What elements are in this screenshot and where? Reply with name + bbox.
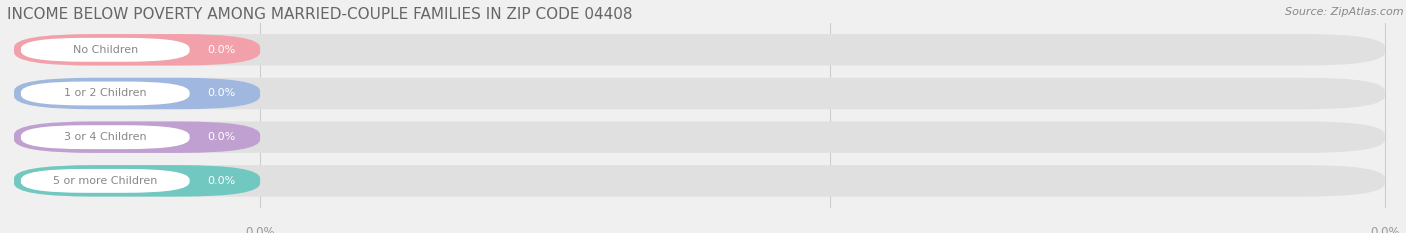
- FancyBboxPatch shape: [21, 82, 190, 106]
- Text: 0.0%: 0.0%: [207, 89, 236, 99]
- Text: 0.0%: 0.0%: [207, 176, 236, 186]
- FancyBboxPatch shape: [14, 78, 1385, 109]
- Text: INCOME BELOW POVERTY AMONG MARRIED-COUPLE FAMILIES IN ZIP CODE 04408: INCOME BELOW POVERTY AMONG MARRIED-COUPL…: [7, 7, 633, 22]
- FancyBboxPatch shape: [14, 165, 260, 197]
- Text: Source: ZipAtlas.com: Source: ZipAtlas.com: [1285, 7, 1403, 17]
- Text: 5 or more Children: 5 or more Children: [53, 176, 157, 186]
- FancyBboxPatch shape: [21, 169, 190, 193]
- Text: 0.0%: 0.0%: [245, 226, 276, 233]
- FancyBboxPatch shape: [14, 78, 260, 109]
- Text: 0.0%: 0.0%: [207, 132, 236, 142]
- Text: 1 or 2 Children: 1 or 2 Children: [63, 89, 146, 99]
- FancyBboxPatch shape: [21, 38, 190, 62]
- FancyBboxPatch shape: [14, 34, 260, 65]
- Text: 0.0%: 0.0%: [207, 45, 236, 55]
- FancyBboxPatch shape: [14, 121, 1385, 153]
- Text: 3 or 4 Children: 3 or 4 Children: [63, 132, 146, 142]
- Text: No Children: No Children: [73, 45, 138, 55]
- FancyBboxPatch shape: [21, 125, 190, 149]
- Text: 0.0%: 0.0%: [1369, 226, 1400, 233]
- FancyBboxPatch shape: [14, 34, 1385, 65]
- FancyBboxPatch shape: [14, 165, 1385, 197]
- FancyBboxPatch shape: [14, 121, 260, 153]
